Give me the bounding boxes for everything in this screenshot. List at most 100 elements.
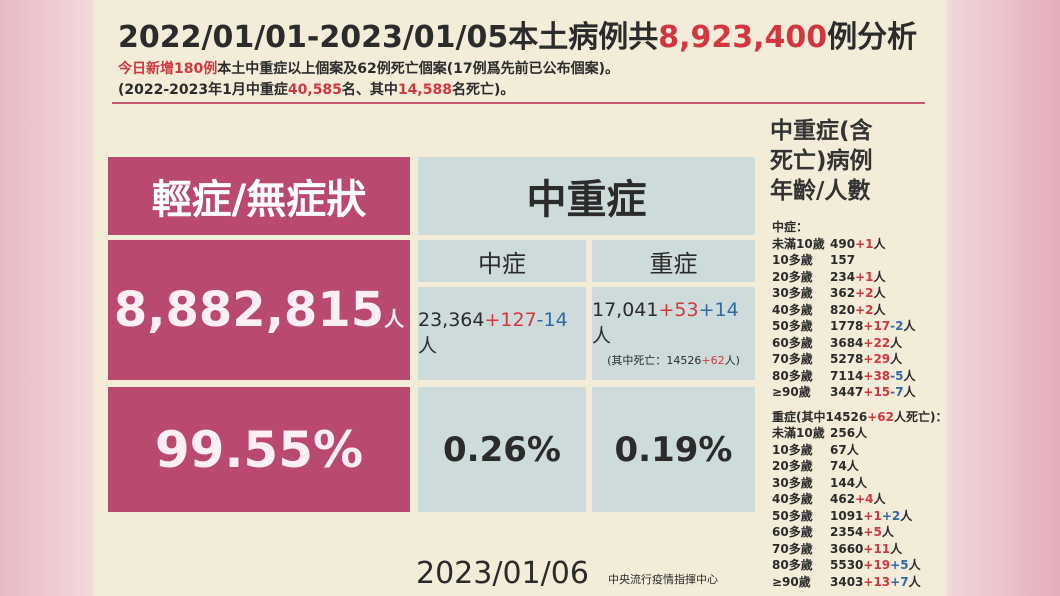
text-part: 人 bbox=[890, 352, 903, 366]
age: 40多歲 bbox=[772, 492, 813, 506]
text-part: 人 bbox=[384, 307, 405, 331]
text-part: 3684 bbox=[830, 335, 864, 350]
moderate-sub: 中症 bbox=[418, 240, 586, 282]
text-part: 74人 bbox=[830, 459, 859, 473]
text-part: +13 bbox=[863, 574, 891, 589]
text-part: 256人 bbox=[830, 426, 868, 440]
count: 3660+11人 bbox=[830, 542, 902, 556]
count: 1778+17-2人 bbox=[830, 319, 916, 333]
count: 234+1人 bbox=[830, 270, 885, 284]
rows: 未滿10歲 490+1人 10多歲 157 20多歲 234+1人 30多歲 362+2人 40… bbox=[772, 235, 948, 400]
text-part: 人 bbox=[873, 269, 886, 284]
section-label: 中症： bbox=[772, 220, 809, 234]
text-part: 人 bbox=[890, 541, 903, 556]
text-part: -2 bbox=[890, 319, 904, 333]
text-part: +1 bbox=[855, 236, 874, 251]
count: 67人 bbox=[830, 443, 859, 457]
text-part: +11 bbox=[863, 541, 891, 556]
text-part: (2022-2023年1月中重症 bbox=[118, 82, 288, 98]
text-part: +29 bbox=[863, 352, 891, 366]
title: 2022/01/01-2023/01/05本土病例共8,923,400例分析 bbox=[118, 12, 917, 56]
text-part: +19 bbox=[863, 558, 891, 572]
text-part: 8,923,400 bbox=[658, 20, 828, 55]
age: 30多歲 bbox=[772, 286, 813, 300]
text-part: 人) bbox=[724, 354, 740, 367]
text-part: +14 bbox=[698, 299, 739, 321]
text-part: +127 bbox=[484, 309, 537, 331]
text-part: (其中死亡：14526 bbox=[607, 354, 702, 367]
age-row: 40多歲 820+2人 bbox=[772, 301, 948, 318]
count: 157 bbox=[830, 253, 855, 267]
text-part: 7114 bbox=[830, 368, 864, 383]
severe-header: 中重症 bbox=[418, 157, 755, 235]
text-part: 人 bbox=[881, 525, 894, 539]
age-row: 10多歲 157 bbox=[772, 251, 948, 268]
side-heading: 中重症(含 死亡)病例 年齡/人數 bbox=[770, 116, 873, 206]
text-part: +22 bbox=[863, 335, 891, 350]
count: 1091+1+2人 bbox=[830, 509, 912, 523]
mild-count: 8,882,815人 bbox=[108, 240, 410, 380]
text-part: 名、其中 bbox=[341, 82, 398, 98]
text-part: -7 bbox=[890, 385, 904, 399]
age: 70多歲 bbox=[772, 352, 813, 366]
text-part: 人 bbox=[873, 286, 886, 300]
divider bbox=[112, 102, 925, 104]
count: 5278+29人 bbox=[830, 352, 902, 366]
footer-source: 中央流行疫情指揮中心 bbox=[608, 573, 718, 586]
age: 50多歲 bbox=[772, 319, 813, 333]
age-row: 未滿10歲 490+1人 bbox=[772, 235, 948, 252]
age-row: 70多歲 5278+29人 bbox=[772, 350, 948, 367]
text-part: 14,588 bbox=[397, 82, 452, 98]
text-part: +4 bbox=[855, 492, 874, 506]
age: 20多歲 bbox=[772, 459, 813, 473]
age: ≥90歲 bbox=[772, 385, 811, 399]
footer-date: 2023/01/06 bbox=[416, 556, 589, 591]
count: 490+1人 bbox=[830, 237, 885, 251]
text-part: 人 bbox=[873, 236, 886, 251]
text-part: 人 bbox=[873, 302, 886, 317]
count: 256人 bbox=[830, 426, 867, 440]
age-list: 中症： 未滿10歲 490+1人 10多歲 157 20多歲 234+1人 30多歲 362+… bbox=[772, 218, 948, 589]
age-row: 50多歲 1778+17-2人 bbox=[772, 317, 948, 334]
age: 10多歲 bbox=[772, 253, 813, 267]
moderate-pct: 0.26% bbox=[418, 387, 586, 512]
age: 80多歲 bbox=[772, 368, 813, 383]
count: 74人 bbox=[830, 459, 859, 473]
text-part: 40,585 bbox=[287, 82, 342, 98]
count: 144人 bbox=[830, 476, 867, 490]
text-part: 人 bbox=[890, 335, 903, 350]
text-part: 1778 bbox=[830, 319, 864, 333]
subtitle-line: 今日新增180例本土中重症以上個案及62例死亡個案(17例爲先前已公布個案)。 bbox=[118, 58, 619, 78]
text-part: 人 bbox=[873, 492, 886, 506]
text-part: 例分析 bbox=[827, 20, 918, 55]
text-part: 人 bbox=[903, 368, 916, 383]
age-row: 80多歲 7114+38-5人 bbox=[772, 367, 948, 384]
count: 7114+38-5人 bbox=[830, 369, 916, 383]
text-part: 5530 bbox=[830, 558, 864, 572]
age: 70多歲 bbox=[772, 541, 813, 556]
text-part: 820 bbox=[830, 302, 856, 317]
mild-header: 輕症/無症狀 bbox=[108, 157, 410, 235]
text-part: 人 bbox=[908, 574, 921, 589]
value: 8,882,815人 bbox=[114, 282, 404, 338]
text-part: 157 bbox=[830, 253, 856, 267]
text-part: 3447 bbox=[830, 385, 864, 399]
age-row: 30多歲 362+2人 bbox=[772, 284, 948, 301]
text-part: +17 bbox=[863, 319, 891, 333]
text-part: +1 bbox=[863, 508, 882, 523]
text-part: 8,882,815 bbox=[113, 282, 385, 338]
text-part: 490 bbox=[830, 236, 856, 251]
text-part: 144人 bbox=[830, 475, 868, 490]
age: 60多歲 bbox=[772, 525, 813, 539]
heading-line: 中重症(含 bbox=[770, 118, 873, 144]
heading-line: 死亡)病例 bbox=[770, 148, 873, 174]
text-part: 3403 bbox=[830, 574, 864, 589]
age: 10多歲 bbox=[772, 442, 813, 457]
text-part: 67人 bbox=[830, 442, 859, 457]
text-part: -14 bbox=[536, 309, 568, 331]
count: 362+2人 bbox=[830, 286, 885, 300]
text-part: +62 bbox=[701, 354, 725, 367]
age-row: 60多歲 3684+22人 bbox=[772, 334, 948, 351]
text-part: 234 bbox=[830, 269, 856, 284]
count: 5530+19+5人 bbox=[830, 558, 921, 572]
